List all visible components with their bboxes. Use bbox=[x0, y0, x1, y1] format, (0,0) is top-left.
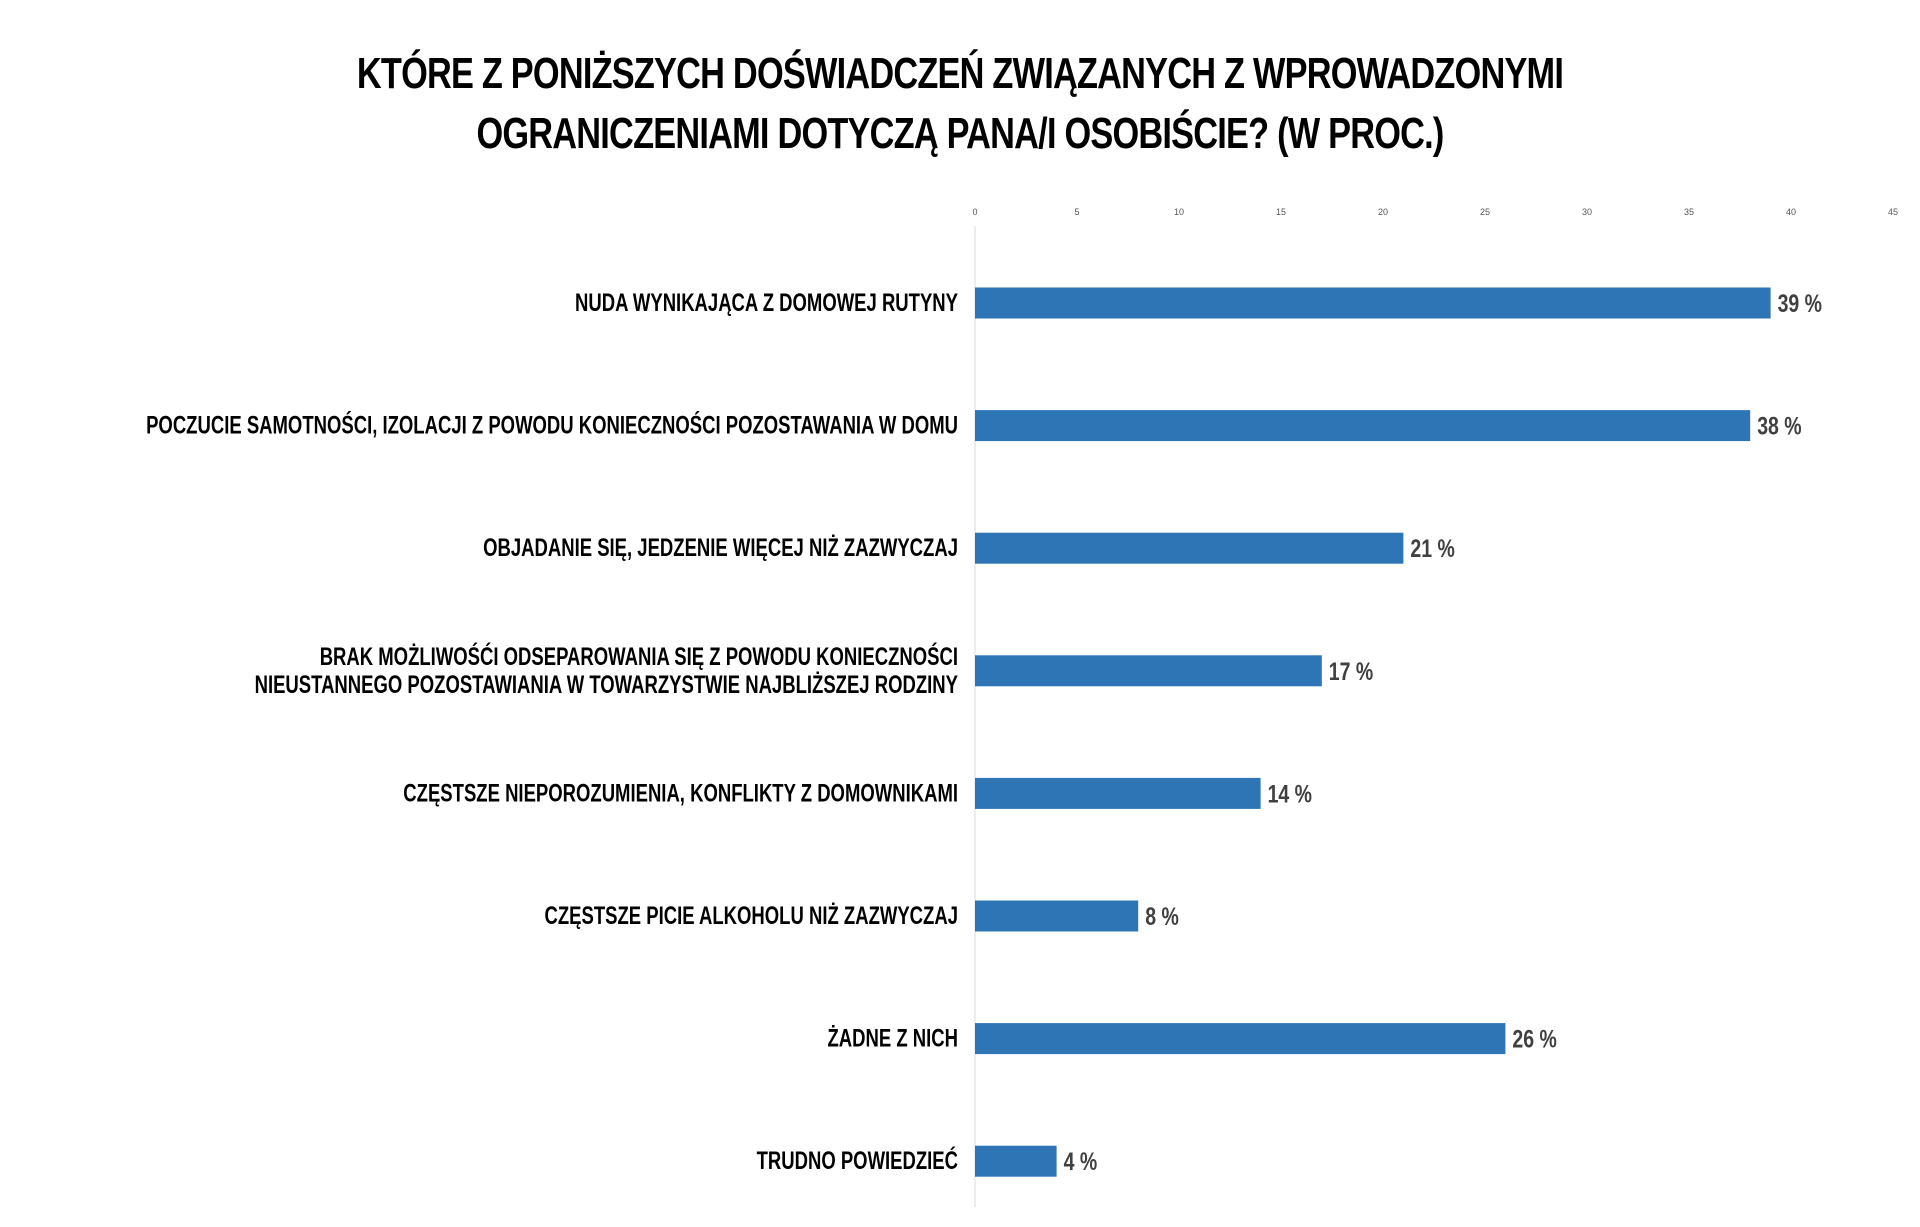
x-tick-label: 40 bbox=[1786, 207, 1796, 217]
value-label: 4 % bbox=[1064, 1148, 1098, 1176]
x-tick-label: 15 bbox=[1276, 207, 1286, 217]
category-label: NUDA WYNIKAJĄCA Z DOMOWEJ RUTYNY bbox=[575, 289, 958, 317]
chart-title-line-2: OGRANICZENIAMI DOTYCZĄ PANA/I OSOBIŚCIE?… bbox=[476, 109, 1444, 158]
category-label: CZĘSTSZE PICIE ALKOHOLU NIŻ ZAZWYCZAJ bbox=[545, 902, 959, 930]
value-label: 26 % bbox=[1512, 1026, 1556, 1054]
category-label: NIEUSTANNEGO POZOSTAWIANIA W TOWARZYSTWI… bbox=[255, 671, 959, 699]
category-label: BRAK MOŻLIWOŚĆI ODSEPAROWANIA SIĘ Z POWO… bbox=[320, 641, 958, 671]
bar bbox=[975, 410, 1751, 442]
bar bbox=[975, 777, 1261, 809]
bar bbox=[975, 532, 1404, 564]
x-tick-label: 45 bbox=[1888, 207, 1898, 217]
value-labels: 39 % 38 % 21 % 17 % 14 % 8 % 26 % 4 % bbox=[1064, 290, 1822, 1176]
x-tick-label: 20 bbox=[1378, 207, 1388, 217]
x-tick-label: 25 bbox=[1480, 207, 1490, 217]
bar bbox=[975, 655, 1322, 687]
chart-title-line-1: KTÓRE Z PONIŻSZYCH DOŚWIADCZEŃ ZWIĄZANYC… bbox=[356, 49, 1564, 98]
chart-title: KTÓRE Z PONIŻSZYCH DOŚWIADCZEŃ ZWIĄZANYC… bbox=[211, 44, 1709, 164]
bar bbox=[975, 287, 1771, 319]
x-tick-label: 10 bbox=[1174, 207, 1184, 217]
x-tick-label: 30 bbox=[1582, 207, 1592, 217]
category-labels: NUDA WYNIKAJĄCA Z DOMOWEJ RUTYNY POCZUCIE… bbox=[146, 289, 958, 1175]
value-label: 39 % bbox=[1778, 290, 1822, 318]
bars bbox=[975, 287, 1771, 1177]
category-label: POCZUCIE SAMOTNOŚCI, IZOLACJI Z POWODU K… bbox=[146, 410, 958, 440]
value-label: 21 % bbox=[1410, 535, 1454, 563]
x-tick-label: 35 bbox=[1684, 207, 1694, 217]
value-label: 14 % bbox=[1268, 780, 1312, 808]
bar bbox=[975, 1145, 1057, 1177]
bar bbox=[975, 1023, 1506, 1055]
value-label: 38 % bbox=[1757, 413, 1801, 441]
category-label: CZĘSTSZE NIEPOROZUMIENIA, KONFLIKTY Z DO… bbox=[403, 779, 958, 807]
category-label: OBJADANIE SIĘ, JEDZENIE WIĘCEJ NIŻ ZAZWY… bbox=[483, 534, 958, 562]
x-axis: 0 5 10 15 20 25 30 35 40 45 bbox=[972, 207, 1898, 1207]
x-tick-label: 5 bbox=[1074, 207, 1079, 217]
category-label: TRUDNO POWIEDZIEĆ bbox=[757, 1145, 958, 1175]
value-label: 8 % bbox=[1145, 903, 1179, 931]
x-tick-label: 0 bbox=[972, 207, 977, 217]
bar bbox=[975, 900, 1139, 932]
value-label: 17 % bbox=[1329, 658, 1373, 686]
category-label: ŻADNE Z NICH bbox=[828, 1025, 959, 1053]
